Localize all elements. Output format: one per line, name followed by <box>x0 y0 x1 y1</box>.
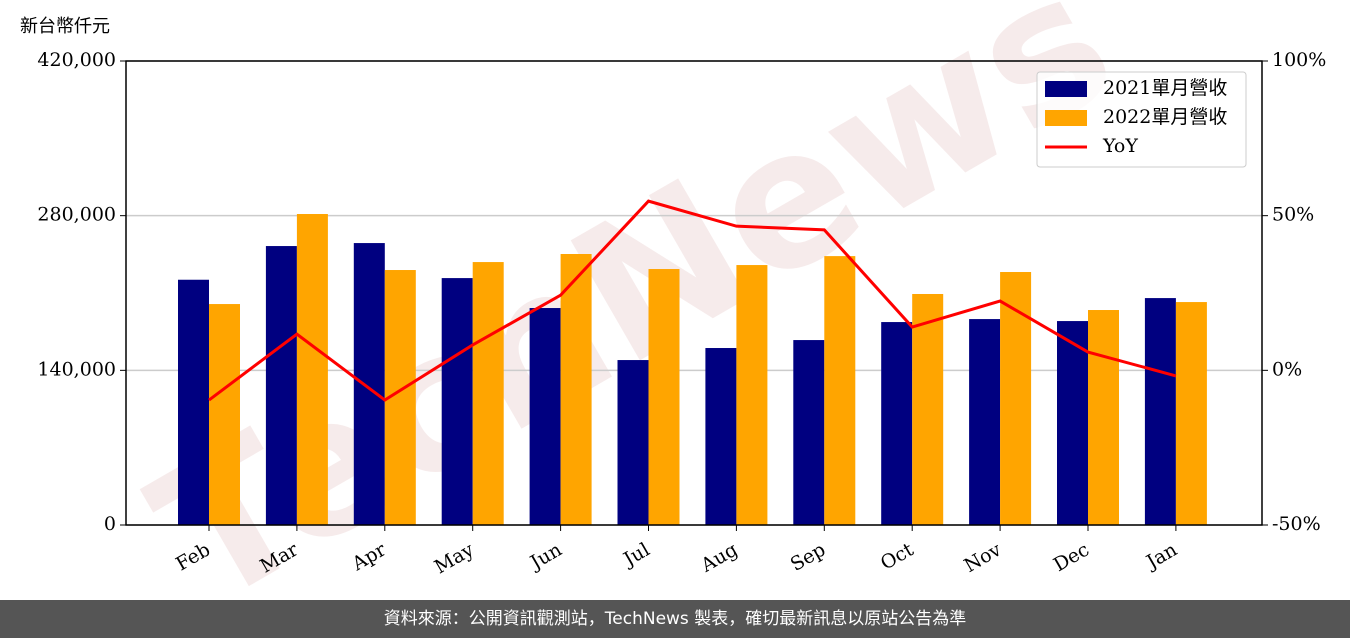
x-tick-label: Oct <box>877 538 918 574</box>
y-tick-label: 0 <box>104 513 116 535</box>
bar <box>912 293 944 525</box>
unit-label: 新台幣仟元 <box>20 16 110 37</box>
legend-label: 2022單月營收 <box>1103 106 1227 128</box>
bar <box>1000 272 1032 525</box>
bar <box>1088 310 1119 525</box>
bar <box>881 322 913 525</box>
footer: 資料來源：公開資訊觀測站，TechNews 製表，確切最新訊息以原站公告為準 <box>384 609 966 629</box>
bar <box>296 214 328 525</box>
legend-swatch <box>1045 110 1087 126</box>
y2-tick-label: 50% <box>1272 204 1314 226</box>
y-tick-label: 280,000 <box>37 204 116 226</box>
bar <box>648 269 680 525</box>
bar <box>1057 321 1088 525</box>
x-tick-label: Nov <box>960 538 1005 577</box>
bar <box>705 348 737 525</box>
legend-box <box>1036 71 1247 168</box>
bar <box>529 308 561 525</box>
y-tick-label: 140,000 <box>37 358 116 380</box>
bar <box>617 360 649 525</box>
x-tick-label: Aug <box>697 539 742 578</box>
x-tick-label: Sep <box>787 539 830 576</box>
line <box>208 199 1177 402</box>
bar <box>560 254 592 526</box>
bar <box>353 243 385 525</box>
bar <box>824 256 856 525</box>
footer-bar <box>0 600 1350 638</box>
y2-tick-label: 100% <box>1272 49 1326 71</box>
bar <box>178 279 209 525</box>
bar <box>441 278 473 525</box>
bar <box>209 304 240 525</box>
x-tick-label: Jan <box>1141 539 1181 575</box>
bar <box>265 246 297 526</box>
legend-label: YoY <box>1102 135 1138 157</box>
x-tick-label: Dec <box>1050 539 1093 577</box>
x-tick-label: Jul <box>618 539 653 572</box>
bar <box>1175 302 1207 525</box>
x-tick-label: Jun <box>525 539 566 575</box>
legend-swatch <box>1045 81 1087 97</box>
bar <box>969 319 1001 525</box>
bar <box>1144 298 1176 525</box>
legend-label: 2021單月營收 <box>1103 77 1227 99</box>
y2-tick-label: -50% <box>1272 513 1321 535</box>
bar <box>736 265 768 525</box>
bar <box>472 262 504 525</box>
bar <box>793 340 825 525</box>
y2-tick-label: 0% <box>1272 358 1302 380</box>
plot-frame <box>125 60 1263 526</box>
x-tick-label: May <box>431 538 478 578</box>
y-tick-label: 420,000 <box>37 49 116 71</box>
